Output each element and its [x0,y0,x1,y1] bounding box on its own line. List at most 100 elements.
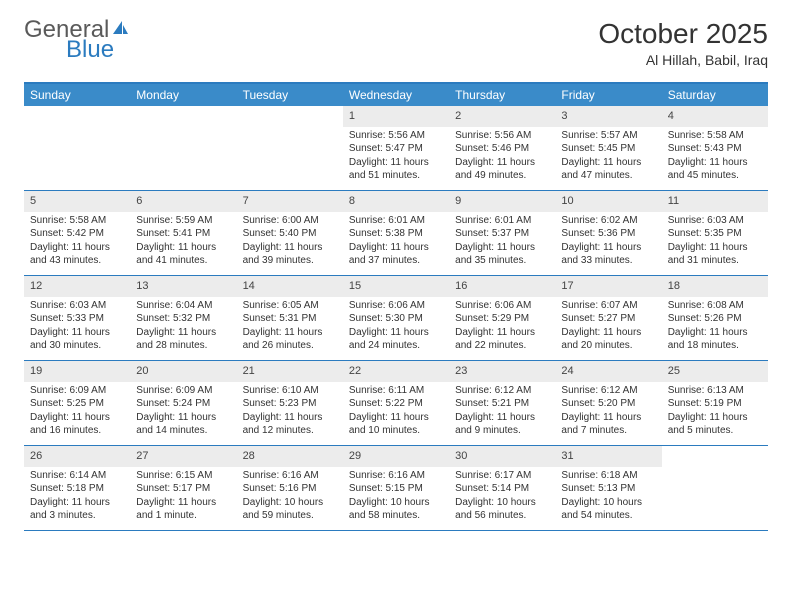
day-cell: 27Sunrise: 6:15 AMSunset: 5:17 PMDayligh… [130,446,236,530]
day-number: 20 [130,361,236,382]
sunrise-line: Sunrise: 5:56 AM [455,129,549,143]
daylight-line: and 56 minutes. [455,509,549,523]
sunset-line: Sunset: 5:13 PM [561,482,655,496]
day-cell: 2Sunrise: 5:56 AMSunset: 5:46 PMDaylight… [449,106,555,190]
day-cell: 1Sunrise: 5:56 AMSunset: 5:47 PMDaylight… [343,106,449,190]
day-cell: 29Sunrise: 6:16 AMSunset: 5:15 PMDayligh… [343,446,449,530]
weeks-container: 1Sunrise: 5:56 AMSunset: 5:47 PMDaylight… [24,106,768,531]
day-body: Sunrise: 6:08 AMSunset: 5:26 PMDaylight:… [662,297,768,359]
sunset-line: Sunset: 5:17 PM [136,482,230,496]
sunrise-line: Sunrise: 6:01 AM [455,214,549,228]
daylight-line: and 18 minutes. [668,339,762,353]
daylight-line: Daylight: 11 hours [243,241,337,255]
sunrise-line: Sunrise: 5:58 AM [668,129,762,143]
day-number: 31 [555,446,661,467]
header: GeneralBlue October 2025 Al Hillah, Babi… [24,18,768,68]
sunrise-line: Sunrise: 6:02 AM [561,214,655,228]
daylight-line: Daylight: 11 hours [561,241,655,255]
daylight-line: and 9 minutes. [455,424,549,438]
daylight-line: Daylight: 11 hours [561,326,655,340]
weekday-header: Thursday [449,84,555,106]
daylight-line: and 1 minute. [136,509,230,523]
daylight-line: Daylight: 11 hours [668,411,762,425]
sunrise-line: Sunrise: 6:00 AM [243,214,337,228]
sunset-line: Sunset: 5:25 PM [30,397,124,411]
daylight-line: and 39 minutes. [243,254,337,268]
empty-cell [130,106,236,190]
empty-cell [24,106,130,190]
daylight-line: and 51 minutes. [349,169,443,183]
daylight-line: and 41 minutes. [136,254,230,268]
daylight-line: and 16 minutes. [30,424,124,438]
day-number: 5 [24,191,130,212]
daylight-line: Daylight: 11 hours [349,156,443,170]
sunrise-line: Sunrise: 6:05 AM [243,299,337,313]
day-number [237,106,343,127]
sunrise-line: Sunrise: 6:16 AM [243,469,337,483]
day-number: 3 [555,106,661,127]
day-number: 13 [130,276,236,297]
day-number: 24 [555,361,661,382]
empty-cell [237,106,343,190]
week-row: 12Sunrise: 6:03 AMSunset: 5:33 PMDayligh… [24,276,768,361]
daylight-line: Daylight: 10 hours [349,496,443,510]
day-body: Sunrise: 5:56 AMSunset: 5:46 PMDaylight:… [449,127,555,189]
day-number: 7 [237,191,343,212]
daylight-line: Daylight: 11 hours [349,241,443,255]
day-body: Sunrise: 6:00 AMSunset: 5:40 PMDaylight:… [237,212,343,274]
day-number: 11 [662,191,768,212]
day-number: 10 [555,191,661,212]
sunrise-line: Sunrise: 6:12 AM [455,384,549,398]
sunset-line: Sunset: 5:22 PM [349,397,443,411]
daylight-line: and 20 minutes. [561,339,655,353]
day-number [130,106,236,127]
sunrise-line: Sunrise: 6:14 AM [30,469,124,483]
daylight-line: and 24 minutes. [349,339,443,353]
sunset-line: Sunset: 5:38 PM [349,227,443,241]
daylight-line: and 5 minutes. [668,424,762,438]
daylight-line: and 31 minutes. [668,254,762,268]
daylight-line: Daylight: 11 hours [349,326,443,340]
sunset-line: Sunset: 5:14 PM [455,482,549,496]
day-number [662,446,768,467]
sunrise-line: Sunrise: 6:16 AM [349,469,443,483]
day-cell: 18Sunrise: 6:08 AMSunset: 5:26 PMDayligh… [662,276,768,360]
daylight-line: and 49 minutes. [455,169,549,183]
daylight-line: and 54 minutes. [561,509,655,523]
day-cell: 26Sunrise: 6:14 AMSunset: 5:18 PMDayligh… [24,446,130,530]
day-cell: 14Sunrise: 6:05 AMSunset: 5:31 PMDayligh… [237,276,343,360]
day-body: Sunrise: 6:18 AMSunset: 5:13 PMDaylight:… [555,467,661,529]
daylight-line: Daylight: 11 hours [455,411,549,425]
day-number: 27 [130,446,236,467]
daylight-line: Daylight: 11 hours [136,326,230,340]
sunrise-line: Sunrise: 6:15 AM [136,469,230,483]
day-body: Sunrise: 6:11 AMSunset: 5:22 PMDaylight:… [343,382,449,444]
day-body: Sunrise: 6:03 AMSunset: 5:35 PMDaylight:… [662,212,768,274]
sunset-line: Sunset: 5:16 PM [243,482,337,496]
sunset-line: Sunset: 5:43 PM [668,142,762,156]
logo-text-blue: Blue [66,38,132,62]
day-cell: 4Sunrise: 5:58 AMSunset: 5:43 PMDaylight… [662,106,768,190]
sunset-line: Sunset: 5:37 PM [455,227,549,241]
sunset-line: Sunset: 5:20 PM [561,397,655,411]
day-body: Sunrise: 6:12 AMSunset: 5:21 PMDaylight:… [449,382,555,444]
sunset-line: Sunset: 5:18 PM [30,482,124,496]
sunset-line: Sunset: 5:21 PM [455,397,549,411]
sunset-line: Sunset: 5:24 PM [136,397,230,411]
daylight-line: and 47 minutes. [561,169,655,183]
day-cell: 11Sunrise: 6:03 AMSunset: 5:35 PMDayligh… [662,191,768,275]
daylight-line: Daylight: 11 hours [30,326,124,340]
daylight-line: and 26 minutes. [243,339,337,353]
day-body: Sunrise: 6:02 AMSunset: 5:36 PMDaylight:… [555,212,661,274]
day-cell: 10Sunrise: 6:02 AMSunset: 5:36 PMDayligh… [555,191,661,275]
day-number: 15 [343,276,449,297]
daylight-line: and 10 minutes. [349,424,443,438]
week-row: 26Sunrise: 6:14 AMSunset: 5:18 PMDayligh… [24,446,768,531]
weekday-header: Saturday [662,84,768,106]
day-body: Sunrise: 6:07 AMSunset: 5:27 PMDaylight:… [555,297,661,359]
daylight-line: and 22 minutes. [455,339,549,353]
day-cell: 19Sunrise: 6:09 AMSunset: 5:25 PMDayligh… [24,361,130,445]
day-cell: 15Sunrise: 6:06 AMSunset: 5:30 PMDayligh… [343,276,449,360]
sunset-line: Sunset: 5:23 PM [243,397,337,411]
daylight-line: Daylight: 10 hours [455,496,549,510]
